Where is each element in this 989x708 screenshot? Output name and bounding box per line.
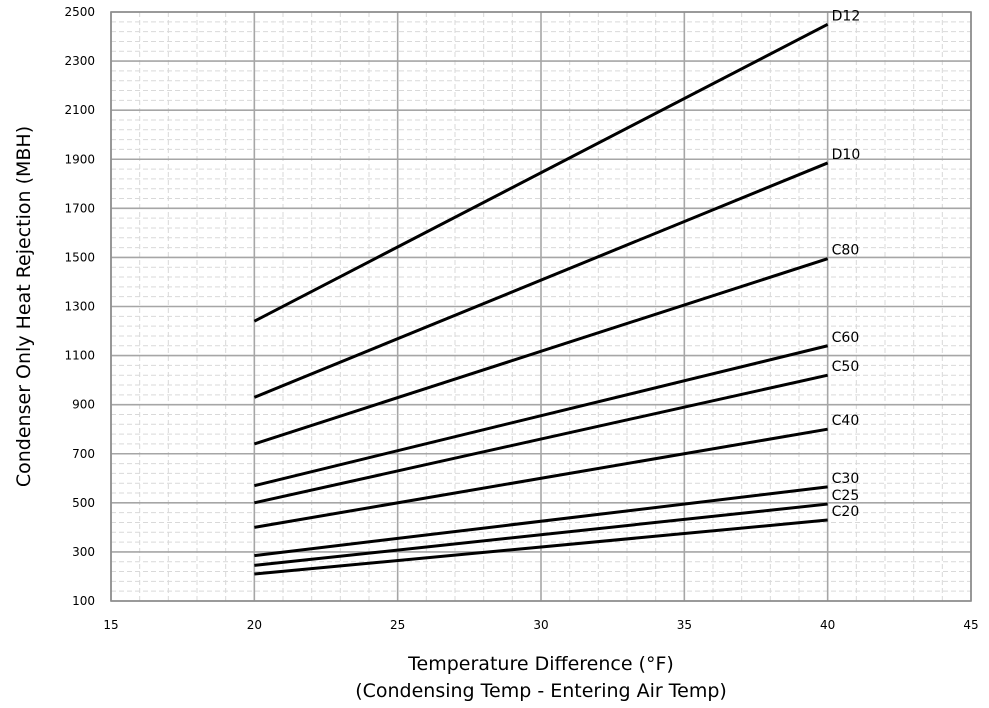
x-tick-label: 15 — [103, 618, 118, 632]
series-line-c50 — [254, 373, 828, 505]
plot-frame — [110, 11, 972, 602]
series-line-c40 — [254, 427, 828, 529]
series-line-c30 — [254, 485, 828, 558]
series-label-c50: C50 — [832, 359, 860, 375]
y-tick-label: 1900 — [64, 152, 95, 166]
series-line-d10 — [253, 161, 829, 399]
series-label-c30: C30 — [832, 471, 860, 487]
series-lines — [253, 22, 829, 576]
y-tick-label: 700 — [72, 447, 95, 461]
series-line-d12 — [253, 22, 829, 323]
y-tick-label: 1300 — [64, 300, 95, 314]
x-axis-title: Temperature Difference (°F) — [407, 653, 674, 675]
y-tick-label: 500 — [72, 496, 95, 510]
x-tick-label: 25 — [390, 618, 405, 632]
y-tick-label: 2300 — [64, 54, 95, 68]
y-tick-labels: 100 300 500 700 900 1100 1300 1500 1700 1900 2100 2… — [64, 5, 95, 608]
series-label-d10: D10 — [832, 147, 861, 163]
x-tick-label: 35 — [677, 618, 692, 632]
x-tick-label: 40 — [820, 618, 835, 632]
x-tick-labels: 15 20 25 30 35 40 45 — [103, 618, 978, 632]
y-axis-title: Condenser Only Heat Rejection (MBH) — [13, 126, 35, 487]
y-tick-label: 1700 — [64, 201, 95, 215]
x-tick-label: 20 — [247, 618, 262, 632]
series-line-c20 — [254, 518, 828, 576]
series-label-d12: D12 — [832, 8, 861, 24]
series-label-c60: C60 — [832, 330, 860, 346]
y-tick-label: 2500 — [64, 5, 95, 19]
y-tick-label: 1100 — [64, 349, 95, 363]
y-tick-label: 900 — [72, 398, 95, 412]
x-tick-label: 30 — [533, 618, 548, 632]
y-tick-label: 1500 — [64, 250, 95, 264]
y-tick-label: 100 — [72, 594, 95, 608]
y-tick-label: 2100 — [64, 103, 95, 117]
series-line-c25 — [254, 502, 828, 567]
y-tick-label: 300 — [72, 545, 95, 559]
series-label-c25: C25 — [832, 488, 860, 504]
series-line-c80 — [253, 257, 829, 446]
series-label-c40: C40 — [832, 413, 860, 429]
x-axis-subtitle: (Condensing Temp - Entering Air Temp) — [355, 680, 727, 702]
x-tick-label: 45 — [963, 618, 978, 632]
series-label-c80: C80 — [832, 243, 860, 259]
series-line-c60 — [253, 344, 829, 488]
series-label-c20: C20 — [832, 504, 860, 520]
